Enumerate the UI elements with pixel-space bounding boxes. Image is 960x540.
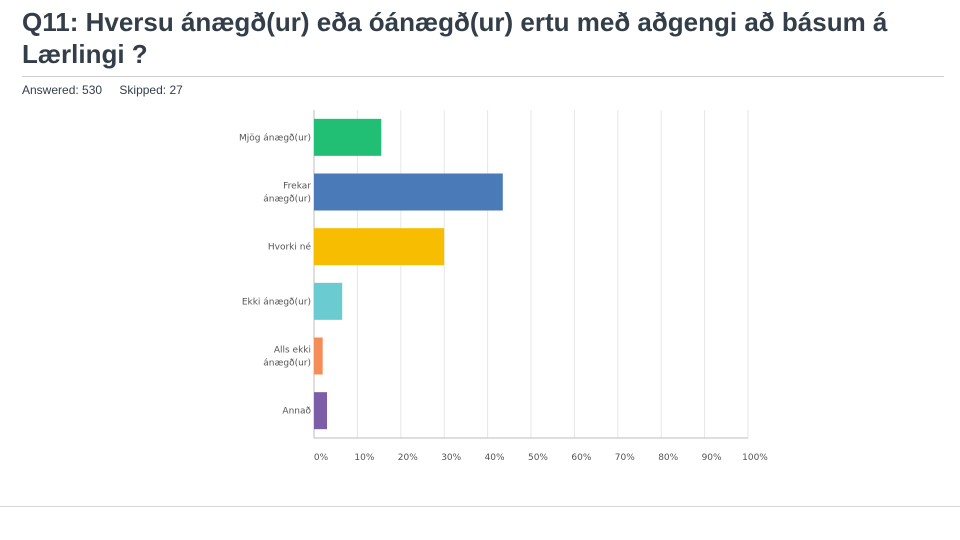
x-tick-label: 10% — [354, 453, 374, 463]
bar — [314, 282, 343, 320]
x-tick-label: 70% — [615, 453, 635, 463]
x-tick-label: 90% — [702, 453, 722, 463]
bar — [314, 228, 445, 266]
category-label: Mjög ánægð(ur) — [239, 133, 311, 143]
title-divider — [22, 76, 944, 77]
x-tick-label: 50% — [528, 453, 548, 463]
x-tick-label: 0% — [314, 453, 329, 463]
x-tick-label: 20% — [398, 453, 418, 463]
answered-count: Answered: 530 — [22, 83, 103, 97]
x-tick-label: 80% — [658, 453, 678, 463]
bar — [314, 337, 323, 375]
x-tick-label: 30% — [441, 453, 461, 463]
question-title: Q11: Hversu ánægð(ur) eða óánægð(ur) ert… — [22, 7, 888, 69]
response-summary: Answered: 530 Skipped: 27 — [22, 83, 197, 97]
category-label: Ekki ánægð(ur) — [242, 297, 311, 307]
bar — [314, 173, 503, 211]
footer-divider — [0, 506, 960, 507]
bar — [314, 118, 382, 156]
x-tick-label: 100% — [742, 453, 768, 463]
x-tick-label: 40% — [485, 453, 505, 463]
category-label: Hvorki né — [268, 242, 312, 253]
bar — [314, 392, 328, 430]
category-label: Alls ekki ánægð(ur) — [263, 346, 311, 369]
category-label: Frekar ánægð(ur) — [263, 182, 311, 205]
category-label: Annað — [282, 407, 311, 417]
skipped-count: Skipped: 27 — [119, 83, 183, 97]
x-tick-label: 60% — [571, 453, 591, 463]
